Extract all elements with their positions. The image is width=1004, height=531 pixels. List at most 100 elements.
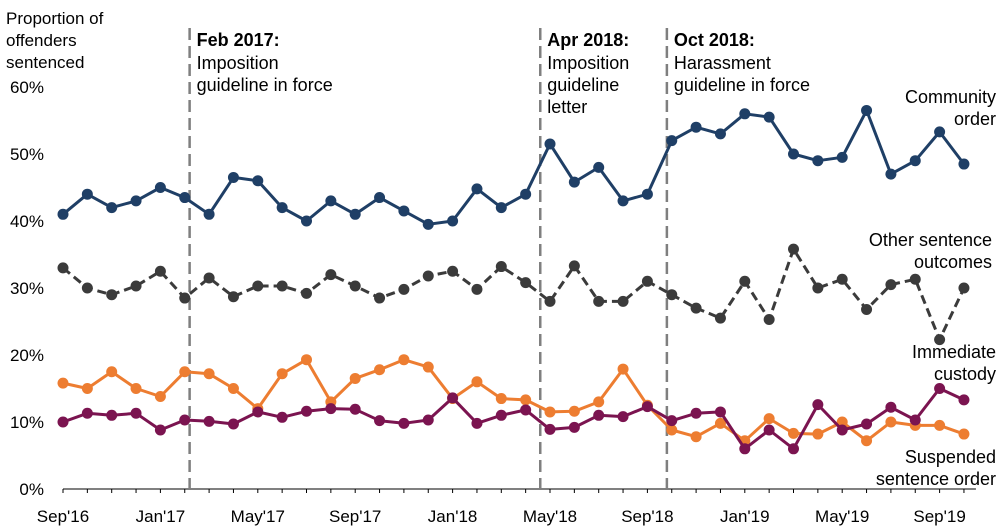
x-tick-label: May'19 [815,507,869,526]
data-point [495,261,507,273]
x-tick-label: May'18 [523,507,577,526]
data-point [227,418,239,430]
data-point [81,188,93,200]
data-point [593,161,605,173]
data-point [203,272,215,284]
data-point [57,377,69,389]
data-point [301,405,312,417]
data-point [544,406,556,418]
data-point [276,411,288,423]
series-line [62,387,965,451]
data-point [690,302,702,314]
data-point [934,383,946,394]
y-axis-title-line-1: Proportion of [6,9,104,28]
data-point [714,406,726,418]
data-point [666,135,678,147]
data-point [885,168,897,180]
data-point [958,428,970,440]
data-point [106,409,118,421]
data-point [374,415,386,427]
data-point [763,111,775,123]
data-point [958,158,970,170]
data-point [203,208,215,220]
data-point [203,415,215,427]
data-point [57,262,69,274]
data-point [763,313,775,325]
data-point [861,104,873,116]
series-line [62,108,966,226]
annotation-line-text: guideline [547,75,619,95]
data-point [934,419,946,431]
data-point [422,270,434,282]
data-point [788,443,799,455]
data-point [154,424,166,436]
data-point [398,354,410,366]
data-point [252,280,264,292]
data-point [593,295,605,307]
data-point [788,243,799,255]
data-point [227,291,239,303]
data-point [81,282,93,294]
data-point [568,176,580,188]
data-point [934,334,946,346]
data-point [447,215,459,227]
data-point [81,407,93,419]
data-point [130,195,142,207]
data-point [958,282,970,294]
annotation-line-text: guideline in force [674,75,810,95]
series-label: custody [934,364,996,384]
data-point [690,121,702,133]
data-point [374,192,386,204]
data-point [349,280,361,292]
data-point [447,265,459,277]
series-label: outcomes [914,252,992,272]
data-point [106,366,118,378]
data-point [179,414,191,426]
data-point [422,414,434,426]
data-point [909,414,921,426]
data-point [568,260,580,272]
data-point [447,392,459,404]
data-point [179,192,191,204]
data-point [276,280,288,292]
data-point [739,108,751,120]
data-point [885,279,897,291]
data-point [666,289,678,301]
data-point [617,411,629,423]
data-point [617,363,629,375]
data-point [641,188,653,200]
data-point [471,183,483,195]
annotation-line-text: Harassment [674,53,771,73]
data-point [593,396,605,408]
data-point [252,175,264,187]
data-point [812,399,824,411]
data-point [593,409,605,421]
data-point [788,148,799,160]
data-point [836,424,848,436]
data-point [739,275,751,287]
data-point [154,391,166,403]
data-point [958,394,970,406]
data-point [325,403,337,415]
y-tick-label: 60% [10,78,44,97]
data-point [520,394,532,406]
data-point [398,283,410,295]
data-point [885,401,897,413]
data-point [57,208,69,220]
data-point [666,415,678,427]
x-tick-label: Sep'17 [329,507,381,526]
data-point [617,295,629,307]
data-point [788,427,799,439]
data-point [812,428,824,440]
data-point [422,361,434,373]
data-point [568,421,580,433]
data-point [495,409,507,421]
series-line [62,247,966,342]
data-point [544,295,556,307]
data-point [130,280,142,292]
data-point [471,283,483,295]
data-point [57,416,69,428]
data-point [301,354,312,366]
series-label: Community [905,87,996,107]
